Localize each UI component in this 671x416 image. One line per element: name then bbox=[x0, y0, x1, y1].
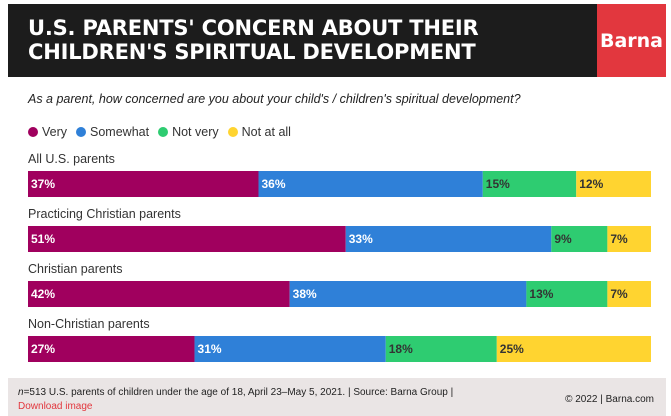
data-label-practicing-christian-parents-very: 51% bbox=[31, 232, 55, 246]
data-label-non-christian-parents-not-at-all: 25% bbox=[500, 342, 524, 356]
legend-item-not-very: Not very bbox=[158, 125, 219, 139]
data-label-all-us-parents-not-very: 15% bbox=[486, 177, 510, 191]
bar-christian-parents-somewhat bbox=[289, 281, 527, 307]
data-label-all-us-parents-not-at-all: 12% bbox=[579, 177, 603, 191]
legend-swatch-somewhat bbox=[76, 127, 87, 137]
bar-non-christian-parents-somewhat bbox=[194, 336, 386, 362]
category-label-non-christian-parents: Non-Christian parents bbox=[28, 317, 150, 331]
chart-footer: n=513 U.S. parents of children under the… bbox=[8, 378, 666, 416]
legend-swatch-not-very bbox=[158, 127, 169, 137]
data-label-christian-parents-somewhat: 38% bbox=[293, 287, 317, 301]
data-label-non-christian-parents-not-very: 18% bbox=[389, 342, 413, 356]
data-label-practicing-christian-parents-somewhat: 33% bbox=[349, 232, 373, 246]
data-label-non-christian-parents-somewhat: 31% bbox=[198, 342, 222, 356]
bar-practicing-christian-parents-very bbox=[28, 226, 346, 252]
barna-logo: Barna bbox=[597, 4, 666, 77]
sample-size-label: n bbox=[18, 387, 24, 398]
category-label-all-us-parents: All U.S. parents bbox=[28, 152, 115, 166]
data-label-practicing-christian-parents-not-at-all: 7% bbox=[610, 232, 628, 246]
copyright-text: © 2022 | Barna.com bbox=[565, 394, 654, 405]
legend-item-somewhat: Somewhat bbox=[76, 125, 149, 139]
bar-all-us-parents-not-at-all bbox=[576, 171, 651, 197]
data-label-practicing-christian-parents-not-very: 9% bbox=[554, 232, 572, 246]
legend-label-very: Very bbox=[42, 125, 68, 139]
legend-label-not-at-all: Not at all bbox=[241, 125, 291, 139]
data-label-christian-parents-very: 42% bbox=[31, 287, 55, 301]
bar-non-christian-parents-not-very bbox=[385, 336, 497, 362]
footnote: n=513 U.S. parents of children under the… bbox=[18, 387, 453, 398]
bar-christian-parents-not-very bbox=[526, 281, 608, 307]
data-label-christian-parents-not-very: 13% bbox=[529, 287, 553, 301]
bar-non-christian-parents-not-at-all bbox=[496, 336, 651, 362]
bar-practicing-christian-parents-not-at-all bbox=[607, 226, 651, 252]
bar-non-christian-parents-very bbox=[28, 336, 195, 362]
data-label-christian-parents-not-at-all: 7% bbox=[610, 287, 628, 301]
survey-question: As a parent, how concerned are you about… bbox=[28, 92, 521, 106]
bar-practicing-christian-parents-not-very bbox=[551, 226, 608, 252]
bar-all-us-parents-somewhat bbox=[258, 171, 483, 197]
data-label-all-us-parents-somewhat: 36% bbox=[262, 177, 286, 191]
bar-christian-parents-not-at-all bbox=[607, 281, 651, 307]
legend-item-not-at-all: Not at all bbox=[227, 125, 291, 139]
category-label-practicing-christian-parents: Practicing Christian parents bbox=[28, 207, 181, 221]
legend-label-not-very: Not very bbox=[172, 125, 219, 139]
legend-swatch-very bbox=[28, 127, 38, 137]
legend-swatch-not-at-all bbox=[227, 127, 238, 137]
category-label-christian-parents: Christian parents bbox=[28, 262, 123, 276]
bar-all-us-parents-not-very bbox=[482, 171, 577, 197]
legend-item-very: Very bbox=[28, 125, 67, 139]
download-image-link[interactable]: Download image bbox=[18, 401, 93, 412]
chart-legend: Very Somewhat Not very Not at all bbox=[28, 125, 300, 139]
chart-header: U.S. PARENTS' CONCERN ABOUT THEIR CHILDR… bbox=[8, 4, 597, 77]
bar-all-us-parents-very bbox=[28, 171, 259, 197]
bar-christian-parents-very bbox=[28, 281, 290, 307]
data-label-all-us-parents-very: 37% bbox=[31, 177, 55, 191]
bar-practicing-christian-parents-somewhat bbox=[345, 226, 552, 252]
chart-title: U.S. PARENTS' CONCERN ABOUT THEIR CHILDR… bbox=[28, 16, 479, 64]
stacked-bar-chart: All U.S. parents 37% 36% 15% 12% Practicing C… bbox=[28, 152, 651, 362]
legend-label-somewhat: Somewhat bbox=[90, 125, 150, 139]
data-label-non-christian-parents-very: 27% bbox=[31, 342, 55, 356]
footnote-text: =513 U.S. parents of children under the … bbox=[23, 387, 454, 398]
